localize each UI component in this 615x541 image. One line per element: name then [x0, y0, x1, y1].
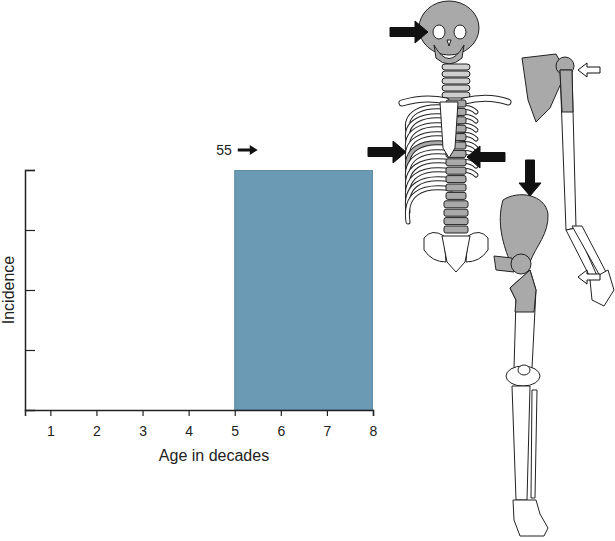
x-tick-mark — [327, 410, 328, 416]
y-tick — [25, 230, 35, 231]
plot-area — [235, 170, 373, 410]
clavicle — [402, 99, 446, 103]
x-axis-title: Age in decades — [159, 447, 269, 464]
x-tick: 3 — [139, 410, 147, 439]
x-tick-label: 1 — [47, 423, 55, 439]
skeleton — [368, 1, 614, 536]
figure: 1 2 3 4 5 6 7 8 Age in decades Incidence 55 — [0, 0, 615, 541]
vertebra — [444, 218, 468, 225]
y-axis-line — [26, 171, 36, 411]
x-tick: 7 — [324, 410, 332, 439]
annotation-text: 55 — [216, 142, 232, 158]
y-tick — [25, 170, 35, 171]
x-tick-mark — [373, 410, 374, 416]
x-tick: 1 — [47, 410, 55, 439]
clavicle — [464, 98, 508, 102]
x-tick: 2 — [93, 410, 101, 439]
skull — [419, 1, 479, 55]
vertebra — [446, 192, 466, 199]
vertebra — [446, 176, 466, 183]
y-tick-mark — [25, 290, 35, 291]
x-tick-mark — [189, 410, 190, 416]
arrow-humerus — [578, 63, 600, 77]
cervical-vertebra — [442, 71, 470, 77]
femur-proximal — [510, 270, 536, 312]
radius — [572, 226, 606, 276]
cervical-vertebra — [442, 78, 470, 84]
x-axis-line — [26, 411, 374, 417]
vertebra — [444, 201, 468, 208]
y-tick-mark — [25, 170, 35, 171]
y-tick — [25, 350, 35, 351]
humerus — [560, 70, 576, 230]
eye-socket — [454, 25, 466, 39]
x-tick-mark — [235, 410, 236, 416]
knee — [506, 366, 540, 386]
annotation-arrow — [238, 145, 258, 155]
y-tick — [25, 290, 35, 291]
x-tick-label: 6 — [277, 423, 285, 439]
cervical-vertebra — [442, 64, 470, 70]
vertebra — [446, 159, 466, 166]
humerus-proximal — [560, 70, 573, 112]
x-tick-label: 3 — [139, 423, 147, 439]
arrow-spine — [467, 146, 505, 168]
femur — [510, 270, 536, 368]
foot — [513, 500, 548, 536]
vertebra — [444, 209, 468, 216]
clavicle-outline — [464, 98, 508, 102]
y-axis-title: Incidence — [0, 256, 17, 325]
x-tick: 8 — [370, 410, 378, 439]
x-tick-mark — [50, 410, 51, 416]
x-tick-mark — [281, 410, 282, 416]
x-tick-mark — [142, 410, 143, 416]
patella — [518, 365, 530, 375]
eye-socket — [433, 25, 445, 39]
x-tick-label: 8 — [370, 423, 378, 439]
x-axis: 1 2 3 4 5 6 7 8 — [26, 410, 378, 439]
tibia — [512, 386, 530, 500]
sacrum — [442, 236, 470, 272]
vertebra — [446, 167, 466, 174]
femoral-head — [511, 254, 531, 274]
bar — [235, 170, 373, 410]
x-tick-label: 7 — [324, 423, 332, 439]
x-tick-mark — [96, 410, 97, 416]
hip-bone — [500, 195, 548, 262]
arrow-ribs — [368, 141, 406, 163]
x-tick-label: 4 — [185, 423, 193, 439]
vertebra — [446, 184, 466, 191]
sternum — [440, 102, 458, 158]
arrow-skull — [390, 21, 428, 43]
fibula — [531, 390, 537, 498]
x-tick: 6 — [277, 410, 285, 439]
x-tick-label: 5 — [231, 423, 239, 439]
x-tick: 5 — [231, 410, 239, 439]
y-tick-mark — [25, 230, 35, 231]
arrow-pelvis — [519, 160, 541, 196]
nose — [447, 40, 451, 46]
cervical-vertebra — [442, 85, 470, 91]
annotation: 55 — [216, 142, 258, 158]
x-tick-label: 2 — [93, 423, 101, 439]
jaw — [434, 45, 464, 64]
y-axis — [25, 171, 35, 411]
y-tick-mark — [25, 350, 35, 351]
clavicle-outline — [402, 99, 446, 103]
vertebra — [444, 226, 468, 233]
x-tick: 4 — [185, 410, 193, 439]
arrow-femur — [578, 270, 600, 284]
